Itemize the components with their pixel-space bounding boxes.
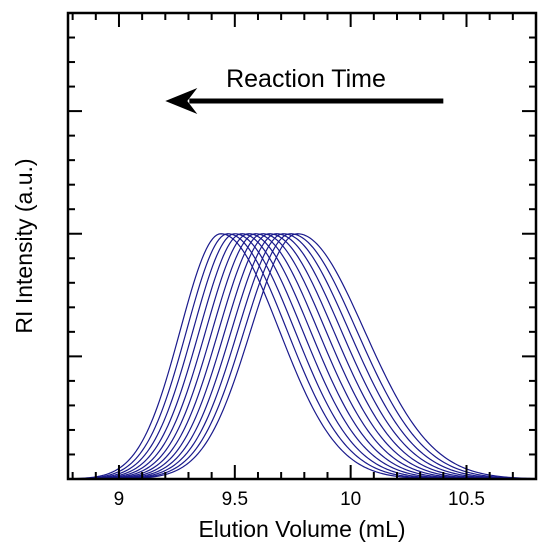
series-line-8 (68, 233, 537, 480)
reaction-time-arrow (165, 88, 444, 114)
series-line-3 (67, 233, 536, 480)
arrow-head (165, 88, 198, 114)
x-tick-label: 10.5 (448, 489, 485, 510)
x-tick-label: 9.5 (222, 489, 248, 510)
series-line-4 (67, 233, 536, 480)
series-line-1 (67, 233, 536, 480)
series-line-5 (67, 233, 537, 480)
y-axis-label: RI Intensity (a.u.) (11, 158, 37, 333)
x-tick-label: 10 (340, 489, 361, 510)
x-tick-label: 9 (114, 489, 125, 510)
x-tick-labels: 9 9.5 10 10.5 (114, 489, 485, 510)
series-line-10 (68, 233, 537, 480)
series-line-9 (68, 233, 537, 480)
ticks-layer (68, 12, 537, 480)
annotation-text: Reaction Time (226, 65, 386, 93)
series-line-7 (67, 233, 536, 480)
x-axis-label: Elution Volume (mL) (198, 516, 405, 542)
plot-frame (66, 11, 538, 481)
series-line-12 (68, 233, 537, 480)
series-line-2 (67, 233, 536, 480)
series-line-11 (68, 233, 537, 480)
series-line-6 (67, 233, 536, 480)
series-layer (67, 233, 537, 480)
